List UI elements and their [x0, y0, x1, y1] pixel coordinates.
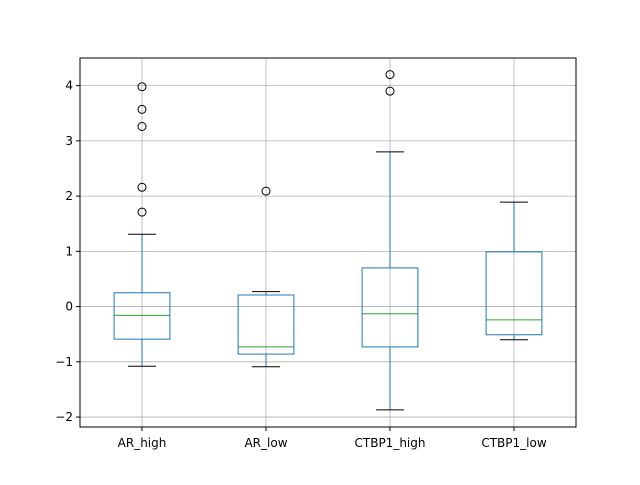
y-tick-label: 2	[65, 189, 73, 203]
grid	[80, 58, 576, 427]
x-tick-label: CTBP1_low	[481, 436, 546, 450]
x-tick-label: AR_high	[118, 436, 167, 450]
outlier-point	[137, 121, 147, 131]
outlier-point	[137, 207, 147, 217]
axes: −2 −1 0 1 2 3 4 AR_high AR_low CTBP1_high CTBP1_lo…	[55, 79, 547, 450]
box-iqr	[485, 251, 543, 336]
outlier-point	[137, 104, 147, 114]
outlier-point	[137, 182, 147, 192]
box-AR_high	[113, 82, 171, 367]
outlier-point	[261, 186, 271, 196]
box-iqr	[237, 294, 295, 355]
y-tick-label: 3	[65, 134, 73, 148]
outlier-point	[137, 82, 147, 92]
y-tick-label: −1	[55, 355, 73, 369]
y-tick-label: 4	[65, 79, 73, 93]
box-CTBP1_high	[361, 70, 419, 411]
plot-frame	[79, 57, 577, 428]
boxes	[113, 70, 543, 411]
y-tick-label: 0	[65, 300, 73, 314]
outlier-point	[385, 86, 395, 96]
box-AR_low	[237, 186, 295, 368]
y-tick-label: 1	[65, 244, 73, 258]
box-iqr	[113, 292, 171, 340]
box-CTBP1_low	[485, 201, 543, 341]
x-tick-label: CTBP1_high	[355, 436, 426, 450]
y-tick-label: −2	[55, 410, 73, 424]
x-tick-label: AR_low	[244, 436, 287, 450]
outlier-point	[385, 70, 395, 80]
box-iqr	[361, 267, 419, 348]
